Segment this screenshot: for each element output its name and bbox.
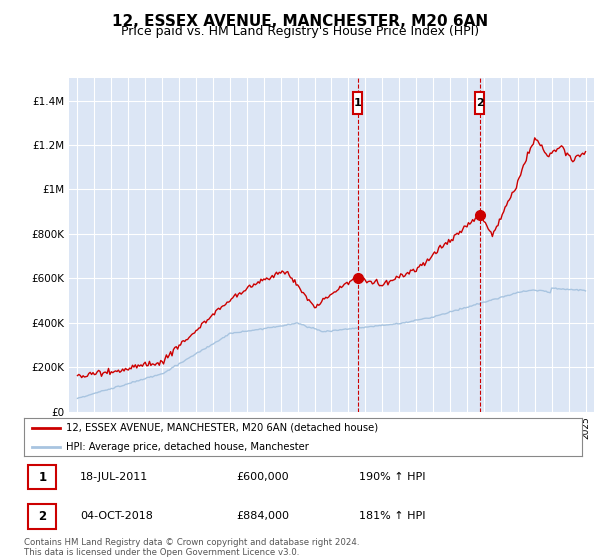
Text: Contains HM Land Registry data © Crown copyright and database right 2024.
This d: Contains HM Land Registry data © Crown c…	[24, 538, 359, 557]
Text: 12, ESSEX AVENUE, MANCHESTER, M20 6AN: 12, ESSEX AVENUE, MANCHESTER, M20 6AN	[112, 14, 488, 29]
Text: 1: 1	[354, 98, 361, 108]
Text: Price paid vs. HM Land Registry's House Price Index (HPI): Price paid vs. HM Land Registry's House …	[121, 25, 479, 38]
FancyBboxPatch shape	[475, 92, 484, 114]
Text: 18-JUL-2011: 18-JUL-2011	[80, 472, 148, 482]
FancyBboxPatch shape	[353, 92, 362, 114]
Text: £600,000: £600,000	[236, 472, 289, 482]
Text: HPI: Average price, detached house, Manchester: HPI: Average price, detached house, Manc…	[66, 442, 309, 452]
FancyBboxPatch shape	[28, 465, 56, 489]
Text: 04-OCT-2018: 04-OCT-2018	[80, 511, 152, 521]
Text: 181% ↑ HPI: 181% ↑ HPI	[359, 511, 425, 521]
Text: 190% ↑ HPI: 190% ↑ HPI	[359, 472, 425, 482]
Text: 2: 2	[38, 510, 46, 523]
Text: 2: 2	[476, 98, 484, 108]
Text: 1: 1	[38, 470, 46, 484]
Text: £884,000: £884,000	[236, 511, 289, 521]
FancyBboxPatch shape	[28, 505, 56, 529]
Text: 12, ESSEX AVENUE, MANCHESTER, M20 6AN (detached house): 12, ESSEX AVENUE, MANCHESTER, M20 6AN (d…	[66, 423, 378, 433]
